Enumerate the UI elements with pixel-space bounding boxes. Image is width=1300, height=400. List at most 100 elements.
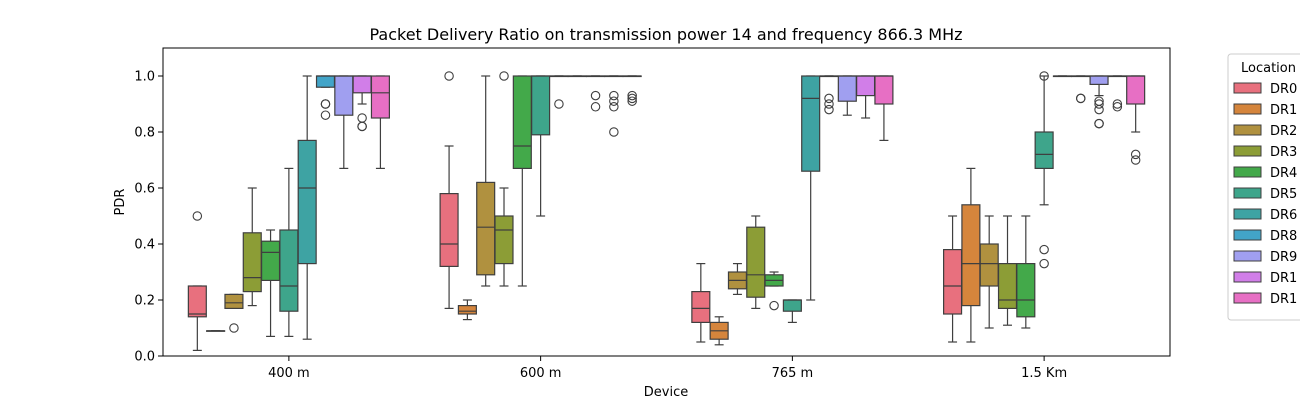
box-600-m-DR1 bbox=[457, 299, 477, 321]
outlier-point bbox=[1094, 104, 1104, 115]
legend-swatch bbox=[1233, 124, 1262, 136]
legend-swatch bbox=[1233, 208, 1262, 220]
box-iqr bbox=[457, 305, 477, 315]
legend-swatch bbox=[1233, 103, 1262, 115]
box-1.5-Km-DR9 bbox=[1089, 75, 1109, 129]
box-iqr bbox=[494, 215, 514, 265]
box-400-m-DR0 bbox=[187, 211, 207, 351]
outlier-point bbox=[1039, 258, 1049, 269]
outlier-point bbox=[1075, 93, 1086, 104]
y-axis-label: PDR bbox=[113, 189, 128, 216]
box-iqr bbox=[260, 240, 281, 281]
box-600-m-DR0 bbox=[439, 71, 459, 309]
legend-swatch bbox=[1233, 229, 1262, 241]
box-iqr bbox=[352, 75, 372, 94]
box-1.5-Km-DR1 bbox=[1107, 75, 1127, 112]
box-iqr bbox=[746, 226, 766, 298]
x-axis-label: Device bbox=[644, 385, 688, 400]
box-600-m-DR1 bbox=[604, 75, 624, 137]
box-765-m-DR4 bbox=[764, 271, 784, 311]
legend-label: DR5 bbox=[1270, 187, 1297, 202]
box-600-m-DR6 bbox=[549, 75, 569, 109]
box-iqr bbox=[782, 299, 802, 312]
outlier-point bbox=[1094, 99, 1104, 109]
box-765-m-DR0 bbox=[691, 263, 711, 343]
box-765-m-DR9 bbox=[837, 75, 857, 116]
box-400-m-DR3 bbox=[242, 187, 262, 307]
outlier-point bbox=[609, 102, 619, 112]
y-tick-label: 0.8 bbox=[134, 126, 155, 141]
legend-label: DR1 bbox=[1270, 292, 1297, 307]
outlier-point bbox=[590, 90, 601, 101]
box-iqr bbox=[874, 75, 894, 105]
chart-title: Packet Delivery Ratio on transmission po… bbox=[369, 25, 962, 44]
box-600-m-DR4 bbox=[512, 75, 532, 287]
box-iqr bbox=[856, 75, 876, 97]
box-400-m-DR9 bbox=[334, 75, 354, 169]
legend-label: DR6 bbox=[1270, 208, 1297, 223]
legend-label: DR4 bbox=[1270, 166, 1297, 181]
outlier-point bbox=[609, 96, 619, 106]
box-iqr bbox=[224, 293, 244, 309]
outlier-point bbox=[192, 211, 203, 221]
box-1.5-Km-DR4 bbox=[1016, 215, 1036, 329]
box-iqr bbox=[837, 75, 857, 102]
box-400-m-DR2 bbox=[224, 293, 244, 333]
box-765-m-DR1 bbox=[856, 75, 876, 119]
outlier-point bbox=[627, 93, 637, 104]
outlier-point bbox=[1130, 155, 1141, 165]
box-iqr bbox=[1016, 263, 1036, 318]
box-400-m-DR8 bbox=[315, 75, 336, 120]
box-600-m-DR9 bbox=[585, 75, 606, 112]
outlier-point bbox=[590, 102, 601, 112]
x-tick-label: 765 m bbox=[772, 366, 814, 381]
box-765-m-DR6 bbox=[801, 75, 821, 301]
box-iqr bbox=[279, 229, 299, 312]
outlier-point bbox=[1039, 244, 1049, 255]
outlier-point bbox=[824, 99, 834, 109]
box-iqr bbox=[531, 75, 551, 136]
box-400-m-DR5 bbox=[279, 167, 299, 337]
box-iqr bbox=[997, 263, 1018, 310]
outlier-point bbox=[357, 113, 367, 123]
outlier-point bbox=[444, 71, 454, 81]
box-1.5-Km-DR2 bbox=[979, 215, 999, 329]
x-tick-label: 600 m bbox=[520, 366, 562, 381]
box-iqr bbox=[297, 139, 317, 265]
box-iqr bbox=[512, 75, 532, 170]
box-765-m-DR8 bbox=[819, 75, 839, 115]
outlier-point bbox=[554, 99, 564, 109]
box-600-m-DR8 bbox=[567, 75, 587, 78]
box-1.5-Km-DR0 bbox=[943, 215, 963, 343]
outlier-point bbox=[824, 93, 834, 104]
legend-title: Location bbox=[1241, 61, 1296, 76]
legend-label: DR2 bbox=[1270, 124, 1297, 139]
box-400-m-DR1 bbox=[352, 75, 372, 132]
outlier-point bbox=[609, 127, 619, 137]
box-1.5-Km-DR1 bbox=[961, 167, 981, 343]
legend-label: DR3 bbox=[1270, 145, 1297, 160]
y-axis: 0.0 0.2 0.4 0.6 0.8 1.0 bbox=[134, 70, 163, 365]
box-iqr bbox=[943, 249, 963, 315]
box-765-m-DR3 bbox=[746, 215, 766, 309]
legend-label: DR9 bbox=[1270, 250, 1297, 265]
box-iqr bbox=[242, 232, 262, 293]
outlier-point bbox=[627, 96, 637, 106]
plot-area bbox=[162, 47, 1171, 357]
legend-label: DR8 bbox=[1270, 229, 1297, 244]
box-1.5-Km-DR3 bbox=[997, 215, 1018, 326]
outlier-point bbox=[229, 323, 239, 333]
box-765-m-DR1 bbox=[874, 75, 894, 141]
y-tick-label: 0.2 bbox=[134, 294, 155, 309]
y-tick-label: 0.6 bbox=[134, 182, 155, 197]
legend-swatch bbox=[1233, 292, 1262, 304]
y-tick-label: 0.0 bbox=[134, 350, 155, 365]
x-tick-label: 1.5 Km bbox=[1021, 366, 1067, 381]
box-765-m-DR5 bbox=[782, 299, 802, 323]
outlier-point bbox=[1130, 149, 1141, 160]
box-1.5-Km-DR1 bbox=[1126, 75, 1146, 165]
box-iqr bbox=[370, 75, 390, 119]
legend: Location DR0 DR1 DR2 DR3 DR4 DR5 DR6 DR8 DR9 DR1 DR… bbox=[1227, 53, 1300, 321]
box-400-m-DR1 bbox=[206, 330, 226, 332]
